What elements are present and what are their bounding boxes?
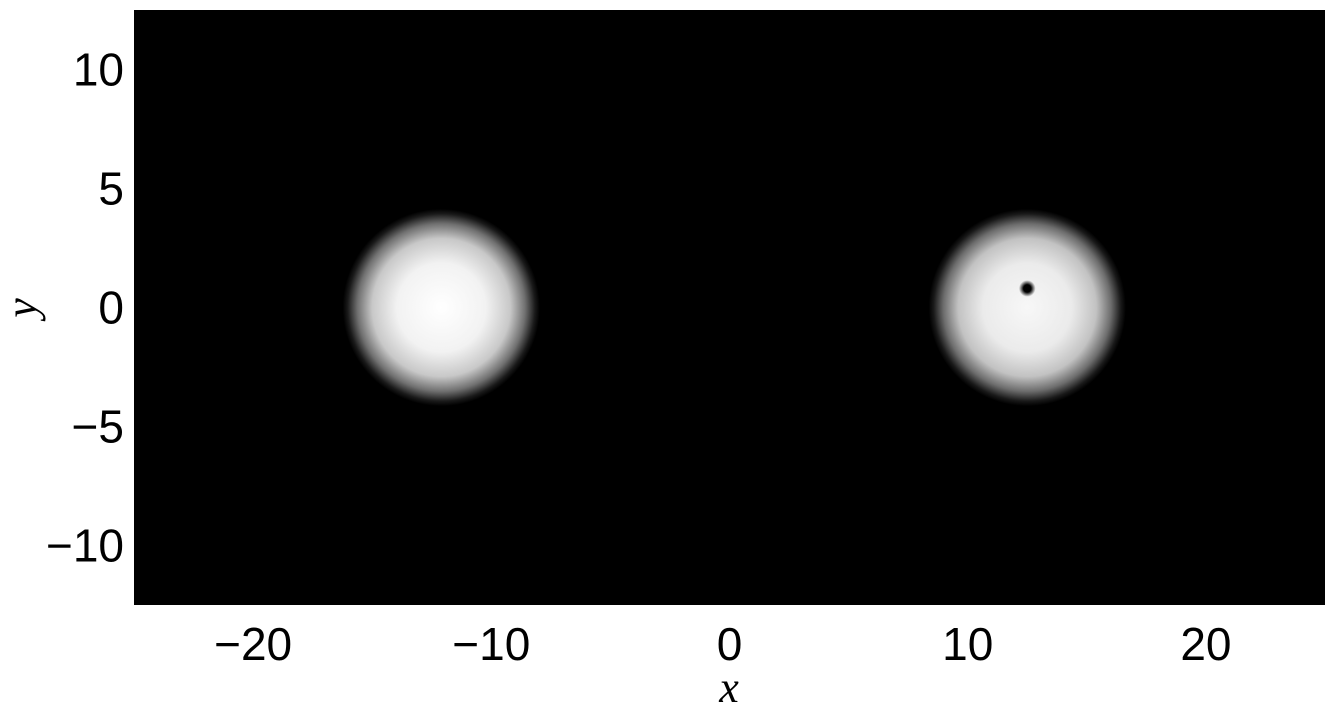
x-tick-label: 20 xyxy=(1180,618,1231,670)
y-tick-label: 0 xyxy=(98,282,124,334)
blob-1 xyxy=(342,208,540,407)
plot-area xyxy=(134,10,1325,605)
y-axis-label: y xyxy=(0,298,46,322)
y-tick-label: −10 xyxy=(46,520,124,572)
y-tick-label: 10 xyxy=(73,44,124,96)
y-axis-ticks: −10 −5 0 5 10 xyxy=(46,44,124,572)
x-tick-label: 10 xyxy=(942,618,993,670)
x-axis-ticks: −20 −10 0 10 20 xyxy=(214,618,1231,670)
x-tick-label: −10 xyxy=(452,618,530,670)
y-tick-label: −5 xyxy=(72,401,124,453)
blob-2 xyxy=(928,208,1126,407)
x-axis-label: x xyxy=(718,663,739,712)
x-tick-label: 0 xyxy=(717,618,743,670)
vortex-core xyxy=(1018,280,1036,297)
x-tick-label: −20 xyxy=(214,618,292,670)
y-tick-label: 5 xyxy=(98,163,124,215)
heatmap-marks xyxy=(342,208,1126,407)
